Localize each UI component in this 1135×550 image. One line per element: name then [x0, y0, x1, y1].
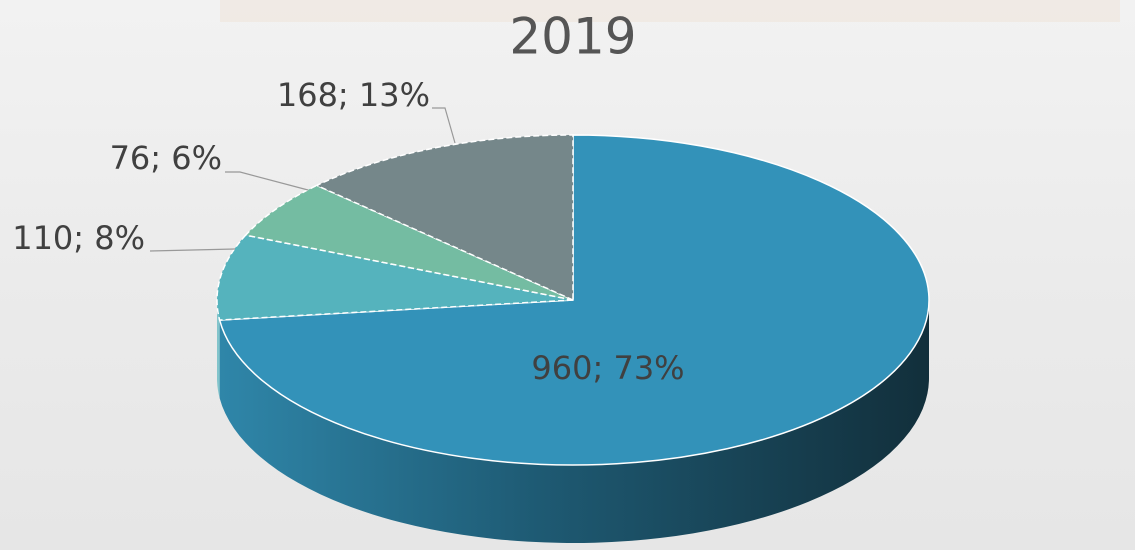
slice-side	[219, 300, 930, 543]
leader-line	[432, 107, 456, 144]
data-label: 76; 6%	[110, 139, 222, 177]
data-label: 960; 73%	[531, 349, 684, 387]
chart-title: 2019	[509, 8, 636, 66]
leader-line	[225, 171, 309, 191]
slice	[315, 134, 574, 302]
labels: 960; 73% 110; 8% 76; 6% 168; 13%	[12, 76, 684, 387]
background-blur	[220, 0, 1120, 22]
pie	[216, 134, 930, 543]
slice-side	[217, 300, 220, 399]
slice	[244, 184, 574, 301]
leader-lines	[149, 107, 456, 252]
slice	[216, 234, 574, 321]
slice	[218, 134, 930, 466]
leader-line	[149, 248, 236, 252]
data-label: 110; 8%	[12, 219, 145, 257]
data-label: 168; 13%	[277, 76, 430, 114]
